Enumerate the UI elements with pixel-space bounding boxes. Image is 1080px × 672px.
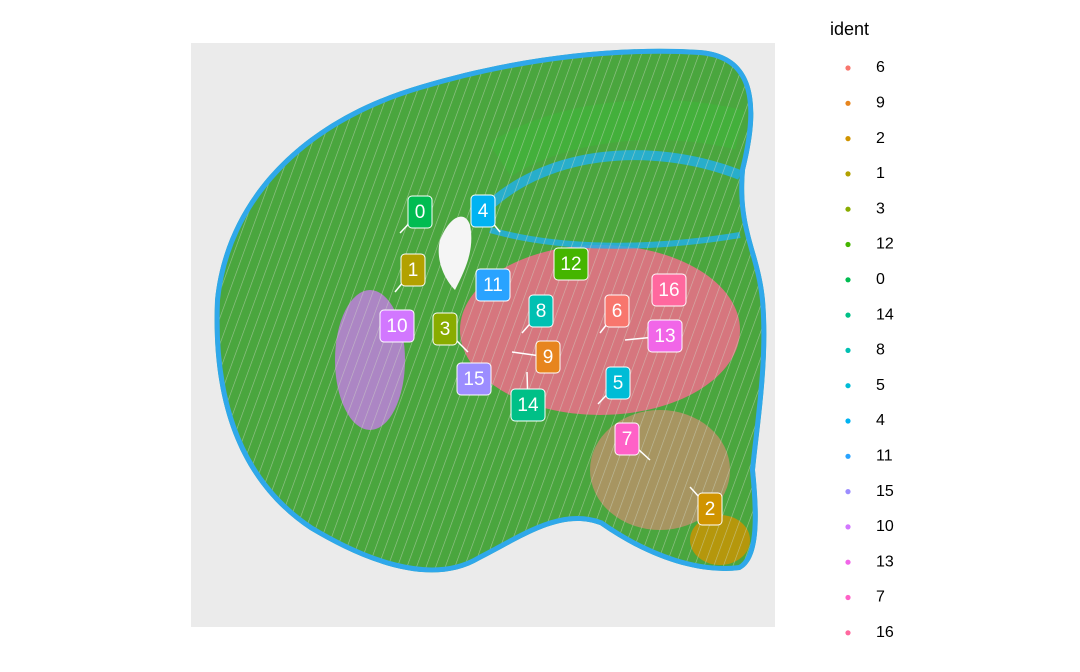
legend-label: 3	[876, 200, 885, 217]
label-text: 13	[654, 326, 675, 347]
label-box	[456, 362, 492, 396]
legend-key	[845, 100, 851, 106]
legend-label: 7	[876, 589, 885, 606]
label-box	[535, 340, 561, 374]
label-text: 16	[658, 280, 679, 301]
legend-key	[845, 524, 851, 530]
label-box	[475, 268, 511, 302]
label-text: 2	[705, 499, 716, 520]
label-box	[470, 194, 496, 228]
legend-label: 11	[876, 448, 893, 465]
label-text: 4	[478, 201, 489, 222]
legend-label: 14	[876, 306, 894, 323]
legend-key	[845, 594, 851, 601]
label-box	[605, 366, 631, 400]
label-box	[697, 492, 723, 526]
legend-label: 13	[876, 553, 894, 570]
legend-label: 9	[876, 95, 885, 112]
legend-key	[845, 65, 851, 71]
legend-label: 15	[876, 483, 894, 500]
label-text: 12	[560, 254, 581, 275]
label-box	[614, 422, 640, 456]
label-text: 9	[543, 347, 554, 368]
legend-label: 12	[876, 236, 894, 253]
legend-label: 0	[876, 271, 885, 288]
legend-key	[845, 453, 851, 459]
label-text: 11	[483, 275, 503, 296]
legend-key	[845, 136, 851, 142]
label-text: 5	[613, 373, 624, 394]
legend-key	[845, 630, 851, 636]
label-text: 15	[463, 369, 484, 390]
legend-label: 8	[876, 342, 885, 359]
label-box	[379, 309, 415, 343]
legend-label: 1	[876, 165, 885, 182]
legend-key	[845, 559, 851, 565]
label-box	[528, 294, 554, 328]
legend-title: ident	[830, 19, 869, 39]
legend-key	[845, 489, 851, 495]
label-text: 14	[517, 395, 539, 416]
label-box	[647, 319, 683, 353]
legend-key	[845, 241, 851, 248]
legend-key	[845, 347, 851, 353]
label-box	[553, 247, 589, 281]
legend-key	[845, 206, 851, 212]
label-box	[400, 253, 426, 287]
legend-label: 2	[876, 130, 885, 147]
label-text: 10	[386, 316, 407, 337]
legend-key	[845, 418, 851, 424]
legend-key	[845, 383, 851, 389]
legend-label: 6	[876, 59, 885, 76]
label-text: 7	[622, 429, 633, 450]
label-box	[407, 195, 433, 229]
label-box	[604, 294, 630, 328]
legend-label: 4	[876, 412, 885, 429]
label-text: 6	[612, 301, 623, 322]
legend-label: 5	[876, 377, 885, 394]
label-text: 0	[415, 202, 426, 223]
label-box	[432, 312, 458, 346]
label-text: 3	[440, 319, 451, 340]
label-text: 8	[536, 301, 547, 322]
legend-label: 10	[876, 518, 894, 535]
legend-key	[845, 277, 851, 283]
label-box	[651, 273, 687, 307]
legend-key	[845, 312, 851, 318]
label-box	[510, 388, 546, 422]
legend-key	[845, 171, 851, 177]
legend-label: 16	[876, 624, 894, 641]
label-text: 1	[408, 260, 419, 281]
